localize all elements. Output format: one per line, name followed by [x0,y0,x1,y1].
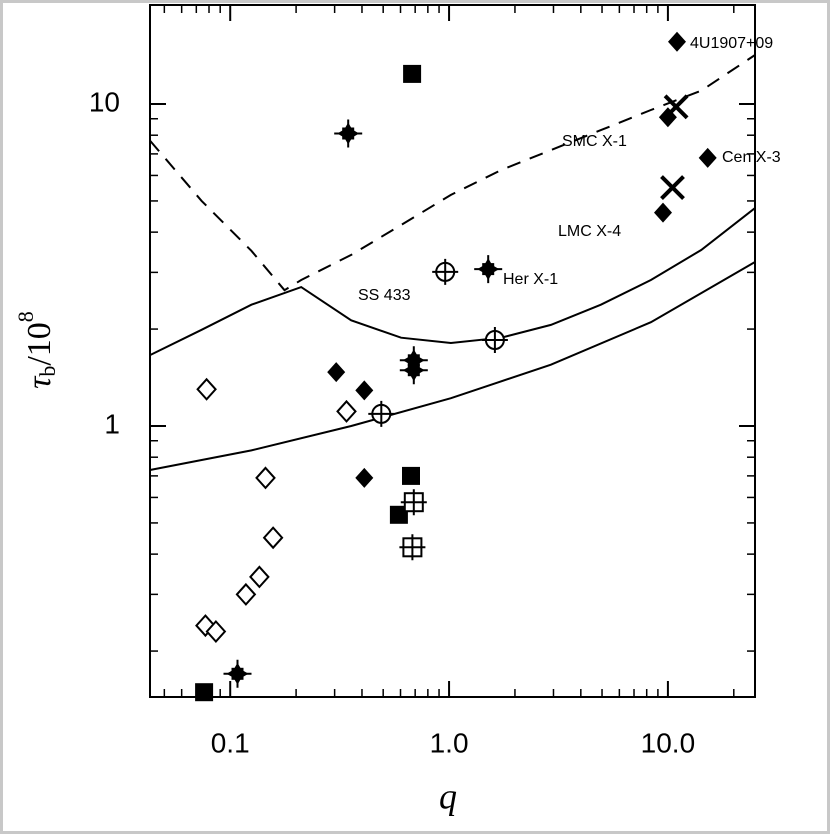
y-label-sub: b [35,366,60,377]
diamond [262,526,284,550]
data-point [249,565,270,589]
plus [223,659,252,688]
data-point [255,466,276,490]
y-tick-label: 1 [104,408,120,439]
diamond [355,467,374,488]
data-point [481,327,508,353]
plot-box [149,4,756,698]
annotation: Cen X-3 [722,149,781,166]
data-point [355,380,374,401]
diamond [698,147,717,168]
data-point [205,620,227,643]
data-point [399,534,426,561]
model-curve [149,207,756,356]
annotation: LMC X-4 [558,223,621,240]
data-point [368,400,395,427]
data-point [223,659,252,688]
data-point [262,526,284,550]
data-point [399,356,428,385]
annotation: SS 433 [358,287,411,304]
diamond [255,466,276,490]
plus [432,258,459,285]
square [402,466,420,485]
plus [399,356,428,385]
data-point [389,505,408,524]
y-label-mid: /10 [21,322,58,365]
diamond [668,31,686,52]
plus [481,327,508,353]
data-point [660,175,685,201]
data-point [403,64,422,83]
y-label-symbol: τ [21,375,58,389]
model-curve [149,261,756,471]
diamond [654,202,672,223]
diamond [235,582,257,606]
data-point [336,399,357,423]
x-tick-label: 0.1 [211,727,250,758]
y-axis-label: τb/108 [13,311,60,389]
data-point [196,377,217,401]
x-tick-label: 1.0 [430,727,469,758]
annotation: 4U1907+09 [690,35,773,52]
plus [334,119,363,148]
data-point [327,362,346,383]
square [403,64,422,83]
data-point [400,489,427,516]
diamond [205,620,227,643]
cross [660,175,685,201]
data-point [668,31,686,52]
data-point [654,202,672,223]
data-point [474,255,503,284]
y-label-sup: 8 [13,311,38,322]
model-curve [149,54,756,292]
square [389,505,408,524]
plus [400,489,427,516]
x-axis-label: q [439,776,457,816]
plus [368,400,395,427]
data-point [195,683,214,702]
annotation: Her X-1 [503,271,558,288]
data-point [432,258,459,285]
annotation: SMC X-1 [562,133,627,150]
data-point [402,466,420,485]
diamond [336,399,357,423]
data-point [235,582,257,606]
plus [474,255,503,284]
diamond [249,565,270,589]
square [195,683,214,702]
data-point [663,94,689,120]
data-point [334,119,363,148]
diamond [196,377,217,401]
x-tick-label: 10.0 [641,727,696,758]
data-point [698,147,717,168]
cross [663,94,689,120]
data-point [355,467,374,488]
diamond [355,380,374,401]
diamond [327,362,346,383]
plus [399,534,426,561]
y-tick-label: 10 [89,86,120,117]
